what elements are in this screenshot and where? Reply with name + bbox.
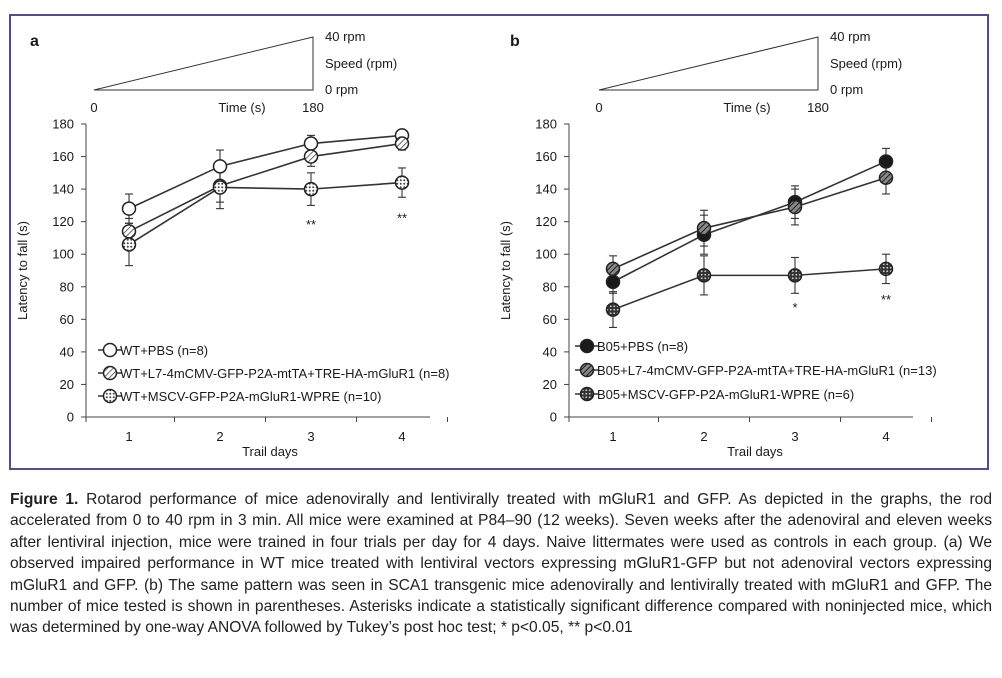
speed-axis-label: Speed (rpm) (325, 56, 397, 71)
legend-entry: B05+PBS (n=8) (597, 339, 688, 354)
y-tick-label: 120 (52, 214, 74, 229)
y-tick-label: 0 (550, 410, 557, 425)
significance-marker: ** (306, 217, 316, 232)
x-tick-label: 1 (125, 429, 132, 444)
x-tick-label: 2 (216, 429, 223, 444)
y-tick-label: 160 (535, 149, 557, 164)
time-axis-label: Time (s) (723, 100, 770, 115)
legend-marker (102, 388, 118, 404)
data-point (605, 274, 621, 290)
figure-caption: Figure 1. Rotarod performance of mice ad… (10, 489, 992, 639)
data-point (696, 220, 712, 236)
y-tick-label: 120 (535, 214, 557, 229)
time-axis-label: Time (s) (218, 100, 265, 115)
y-axis-title: Latency to fall (s) (498, 221, 513, 320)
y-tick-label: 180 (52, 117, 74, 132)
data-point (394, 136, 410, 151)
series-line (128, 181, 403, 246)
data-point (303, 181, 319, 197)
legend-marker (579, 362, 595, 378)
data-point (394, 175, 410, 190)
data-point (212, 159, 228, 174)
y-tick-label: 180 (535, 117, 557, 132)
y-tick-label: 20 (543, 377, 557, 392)
speed-top-label: 40 rpm (830, 29, 870, 44)
series-line (128, 134, 403, 210)
significance-marker: * (792, 300, 797, 315)
series-line (128, 142, 403, 233)
x-tick-label: 4 (398, 429, 405, 444)
legend-entry: WT+L7-4mCMV-GFP-P2A-mtTA+TRE-HA-mGluR1 (… (120, 366, 450, 381)
y-tick-label: 60 (543, 312, 557, 327)
x-tick-label: 3 (791, 429, 798, 444)
y-tick-label: 160 (52, 149, 74, 164)
y-axis-title: Latency to fall (s) (15, 221, 30, 320)
data-point (121, 201, 137, 216)
data-point (605, 261, 621, 277)
y-tick-label: 100 (535, 247, 557, 262)
time-end-label: 180 (807, 100, 829, 115)
time-end-label: 180 (302, 100, 324, 115)
y-tick-label: 0 (67, 410, 74, 425)
y-tick-label: 80 (60, 279, 74, 294)
data-point (787, 268, 803, 283)
x-tick-label: 1 (609, 429, 616, 444)
significance-marker: ** (881, 292, 891, 307)
x-axis-title: Trail days (242, 444, 298, 459)
panel-label: b (510, 33, 520, 50)
legend-entry: WT+MSCV-GFP-P2A-mGluR1-WPRE (n=10) (120, 389, 382, 404)
x-axis-title: Trail days (727, 444, 783, 459)
series-line (612, 176, 887, 270)
legend-entry: B05+MSCV-GFP-P2A-mGluR1-WPRE (n=6) (597, 387, 854, 402)
time-start-label: 0 (595, 100, 602, 115)
legend-entry: WT+PBS (n=8) (120, 343, 208, 358)
series-line (612, 268, 887, 311)
legend-entry: B05+L7-4mCMV-GFP-P2A-mtTA+TRE-HA-mGluR1 … (597, 363, 937, 378)
data-point (121, 237, 137, 252)
caption-label: Figure 1. (10, 491, 79, 508)
data-point (212, 180, 228, 195)
data-point (787, 199, 803, 215)
y-tick-label: 140 (535, 182, 557, 197)
speed-bottom-label: 0 rpm (830, 82, 863, 97)
data-point (303, 149, 319, 164)
y-tick-label: 60 (60, 312, 74, 327)
data-point (878, 261, 894, 277)
legend-marker (579, 386, 595, 402)
legend-marker (102, 342, 118, 358)
data-point (121, 224, 137, 239)
legend-marker (579, 338, 595, 354)
data-point (696, 268, 712, 283)
y-tick-label: 20 (60, 377, 74, 392)
speed-axis-label: Speed (rpm) (830, 56, 902, 71)
y-tick-label: 80 (543, 279, 557, 294)
speed-ramp-triangle (93, 36, 314, 91)
legend-marker (102, 365, 118, 381)
panel-label: a (30, 33, 39, 50)
x-tick-label: 4 (882, 429, 889, 444)
caption-text: Rotarod performance of mice adenovirally… (10, 491, 992, 637)
y-tick-label: 140 (52, 182, 74, 197)
x-tick-label: 2 (700, 429, 707, 444)
significance-marker: ** (397, 210, 407, 225)
series-line (612, 160, 887, 283)
data-point (303, 136, 319, 151)
data-point (878, 154, 894, 169)
data-point (878, 170, 894, 185)
data-point (605, 302, 621, 317)
speed-top-label: 40 rpm (325, 29, 365, 44)
y-tick-label: 40 (543, 344, 557, 359)
y-tick-label: 100 (52, 247, 74, 262)
speed-ramp-triangle (598, 36, 819, 91)
x-tick-label: 3 (307, 429, 314, 444)
y-tick-label: 40 (60, 344, 74, 359)
time-start-label: 0 (90, 100, 97, 115)
speed-bottom-label: 0 rpm (325, 82, 358, 97)
figure-frame (9, 14, 989, 470)
